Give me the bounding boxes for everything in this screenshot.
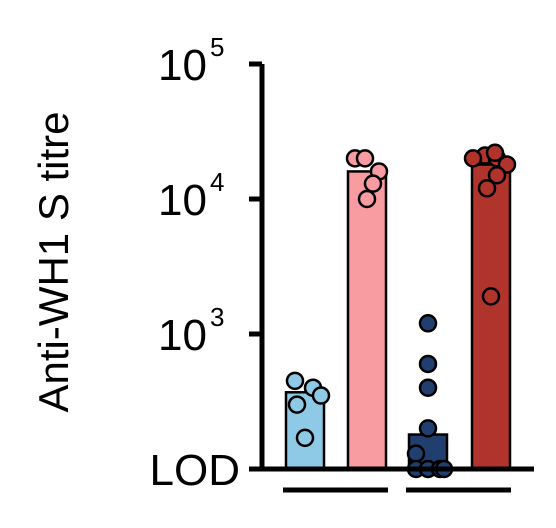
point-g3-5 (406, 444, 426, 463)
y-tick-exp-3: 4 (210, 167, 224, 197)
point-g4-4 (487, 165, 507, 185)
point-g2-4 (357, 189, 377, 209)
bar-2 (346, 170, 388, 471)
point-g4-7 (485, 143, 505, 163)
point-g3-1 (418, 314, 438, 333)
y-tick-exp-2: 3 (210, 302, 224, 332)
point-g2-5 (355, 149, 375, 168)
y-tick-label-4: 10 (158, 41, 207, 90)
point-g1-3 (311, 386, 331, 405)
bars-layer (284, 163, 512, 471)
point-g4-8 (481, 287, 501, 306)
y-tick-label-2: 10 (158, 311, 207, 360)
point-g2-3 (363, 174, 383, 193)
y-axis-title: Anti-WH1 S titre (30, 111, 77, 412)
y-tick-label-3: 10 (158, 176, 207, 225)
point-g3-4 (418, 419, 438, 438)
point-g3-3 (418, 378, 438, 397)
point-g1-5 (295, 428, 315, 448)
y-axis (249, 64, 534, 472)
point-g3-2 (418, 354, 438, 374)
point-g1-1 (285, 371, 305, 391)
y-tick-label-1: LOD (150, 446, 240, 495)
y-tick-exp-4: 5 (210, 32, 224, 62)
bar-4 (470, 163, 512, 471)
point-g1-4 (287, 395, 307, 414)
point-g4-5 (477, 179, 497, 198)
points-layer (285, 143, 517, 479)
point-g4-6 (463, 149, 483, 168)
